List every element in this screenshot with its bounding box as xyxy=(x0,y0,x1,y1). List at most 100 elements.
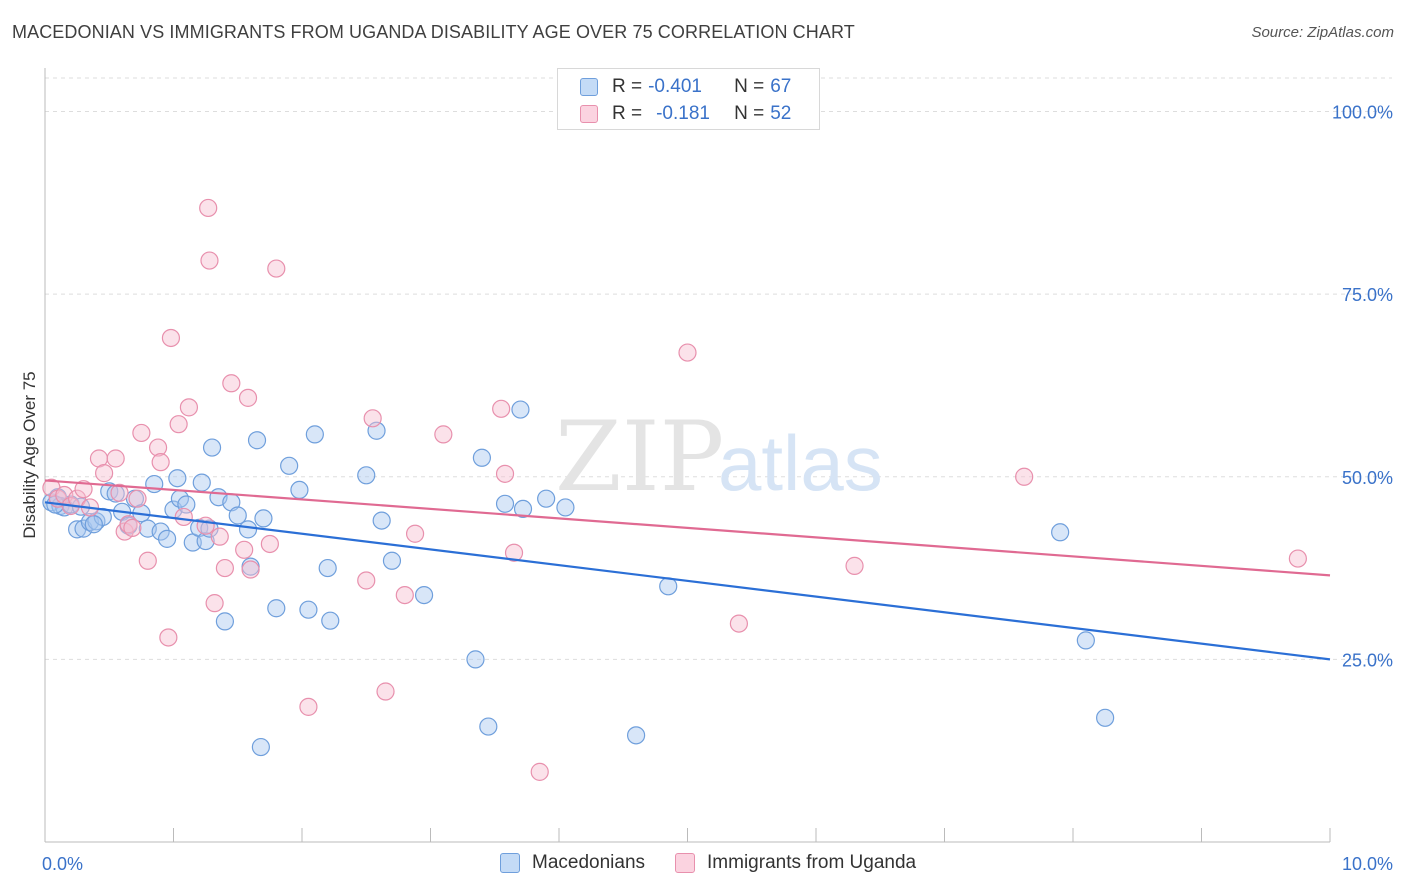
data-point xyxy=(174,507,193,527)
data-point xyxy=(495,494,515,513)
data-point xyxy=(414,585,434,605)
pink-swatch-icon xyxy=(580,105,598,123)
data-point xyxy=(290,480,309,500)
data-point xyxy=(222,374,241,393)
data-point xyxy=(215,558,234,578)
data-point xyxy=(205,594,224,613)
data-point xyxy=(238,388,258,407)
data-point xyxy=(1015,467,1034,486)
data-point xyxy=(845,556,864,575)
legend-row-macedonians: R = -0.401 N = 67 xyxy=(580,74,791,100)
y-tick-label: 25.0% xyxy=(1342,650,1393,670)
blue-swatch-icon xyxy=(500,853,520,873)
data-point xyxy=(200,251,219,270)
trend-line-pink xyxy=(44,479,1331,577)
data-point xyxy=(1076,631,1095,650)
legend-r-label: R = xyxy=(612,103,643,124)
legend-n-value: 67 xyxy=(770,76,792,97)
data-point xyxy=(405,524,425,543)
series-legend: Macedonians Immigrants from Uganda xyxy=(500,852,946,874)
data-point xyxy=(210,527,229,546)
data-point xyxy=(132,423,151,443)
data-point xyxy=(659,577,678,596)
data-point xyxy=(151,522,170,541)
source-label: Source: ZipAtlas.com xyxy=(1251,24,1394,41)
data-point xyxy=(169,415,188,434)
data-point xyxy=(238,520,258,539)
data-point xyxy=(1288,549,1307,568)
data-point xyxy=(556,498,575,517)
data-point xyxy=(148,438,168,457)
data-point xyxy=(280,456,299,475)
data-point xyxy=(678,343,697,362)
data-point xyxy=(495,464,515,483)
data-point xyxy=(168,469,187,488)
legend-n-label: N = xyxy=(734,103,765,124)
data-point xyxy=(95,464,114,483)
legend-item-uganda[interactable]: Immigrants from Uganda xyxy=(675,852,916,874)
data-point xyxy=(159,628,178,647)
data-point xyxy=(537,489,556,508)
y-tick-label: 100.0% xyxy=(1332,103,1393,123)
data-point xyxy=(199,198,218,218)
x-tick-label: 10.0% xyxy=(1342,854,1393,874)
data-point xyxy=(357,466,376,485)
data-point xyxy=(192,473,211,492)
data-point xyxy=(247,431,267,450)
data-point xyxy=(729,614,749,633)
chart-title: MACEDONIAN VS IMMIGRANTS FROM UGANDA DIS… xyxy=(12,22,855,42)
data-point xyxy=(241,560,260,579)
data-point xyxy=(530,762,549,781)
data-point xyxy=(260,534,279,554)
data-point xyxy=(123,518,142,537)
data-point xyxy=(1096,708,1115,727)
y-tick-label: 75.0% xyxy=(1342,285,1393,305)
trend-line-blue xyxy=(44,501,1331,661)
watermark-zip: ZIP xyxy=(555,401,724,513)
data-point xyxy=(128,489,147,508)
legend-item-macedonians[interactable]: Macedonians xyxy=(500,852,645,874)
legend-label: Immigrants from Uganda xyxy=(707,852,917,873)
data-point xyxy=(254,509,273,528)
data-point xyxy=(513,499,533,519)
legend-n-value: 52 xyxy=(770,103,792,124)
legend-r-value: -0.401 xyxy=(648,76,702,97)
data-point xyxy=(1051,523,1070,542)
y-tick-label: 50.0% xyxy=(1342,468,1393,488)
data-point xyxy=(138,551,157,570)
legend-n-label: N = xyxy=(734,76,765,97)
data-point xyxy=(395,585,414,605)
legend-r-value: -0.181 xyxy=(656,103,710,124)
data-point xyxy=(434,425,453,444)
series-pink xyxy=(42,198,1307,781)
data-point xyxy=(626,726,646,745)
x-tick-label: 0.0% xyxy=(42,854,83,874)
data-point xyxy=(466,650,485,669)
data-point xyxy=(202,438,222,457)
data-point xyxy=(299,600,318,619)
data-point xyxy=(251,737,270,757)
data-point xyxy=(363,409,382,428)
legend-label: Macedonians xyxy=(532,852,646,873)
blue-swatch-icon xyxy=(580,78,598,96)
data-point xyxy=(228,506,247,525)
data-point xyxy=(157,529,177,548)
data-point xyxy=(267,599,286,618)
data-point xyxy=(492,399,511,418)
data-point xyxy=(376,682,395,701)
data-point xyxy=(161,328,181,348)
data-point xyxy=(267,259,286,278)
data-point xyxy=(372,511,391,530)
legend-r-label: R = xyxy=(612,76,643,97)
data-point xyxy=(106,449,125,468)
y-axis-label: Disability Age Over 75 xyxy=(20,371,39,539)
data-point xyxy=(235,540,254,559)
data-point xyxy=(472,448,491,467)
data-point xyxy=(511,400,530,419)
data-point xyxy=(84,515,103,534)
data-point xyxy=(318,558,337,578)
correlation-legend: R = -0.401 N = 67 R = -0.181 N = 52 xyxy=(557,68,820,130)
data-point xyxy=(151,453,170,472)
data-point xyxy=(357,571,376,590)
